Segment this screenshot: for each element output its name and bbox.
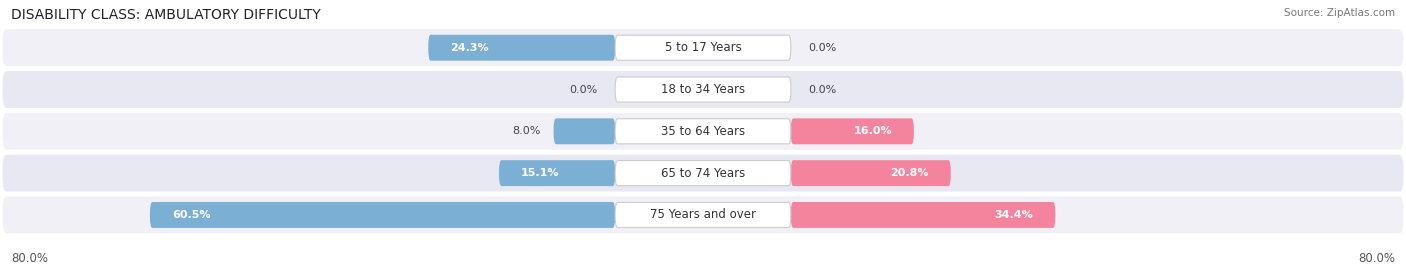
Text: 8.0%: 8.0% [512,126,540,136]
Text: 65 to 74 Years: 65 to 74 Years [661,167,745,180]
Text: 20.8%: 20.8% [890,168,929,178]
FancyBboxPatch shape [616,119,790,144]
FancyBboxPatch shape [499,160,616,186]
FancyBboxPatch shape [790,202,1056,228]
Text: 18 to 34 Years: 18 to 34 Years [661,83,745,96]
FancyBboxPatch shape [616,77,790,102]
FancyBboxPatch shape [3,196,1403,233]
Text: DISABILITY CLASS: AMBULATORY DIFFICULTY: DISABILITY CLASS: AMBULATORY DIFFICULTY [11,8,321,22]
FancyBboxPatch shape [616,35,790,60]
FancyBboxPatch shape [790,118,914,144]
Text: 0.0%: 0.0% [808,43,837,53]
Text: 0.0%: 0.0% [808,84,837,95]
Text: 16.0%: 16.0% [853,126,891,136]
FancyBboxPatch shape [554,118,616,144]
FancyBboxPatch shape [616,202,790,228]
Text: 15.1%: 15.1% [522,168,560,178]
FancyBboxPatch shape [790,160,950,186]
FancyBboxPatch shape [429,35,616,61]
Text: 5 to 17 Years: 5 to 17 Years [665,41,741,54]
Text: Source: ZipAtlas.com: Source: ZipAtlas.com [1284,8,1395,18]
FancyBboxPatch shape [150,202,616,228]
FancyBboxPatch shape [616,161,790,186]
Text: 35 to 64 Years: 35 to 64 Years [661,125,745,138]
FancyBboxPatch shape [3,71,1403,108]
FancyBboxPatch shape [3,155,1403,192]
FancyBboxPatch shape [3,113,1403,150]
Text: 34.4%: 34.4% [994,210,1033,220]
Text: 80.0%: 80.0% [1358,252,1395,265]
FancyBboxPatch shape [3,29,1403,66]
Text: 75 Years and over: 75 Years and over [650,209,756,221]
Text: 60.5%: 60.5% [172,210,211,220]
Text: 24.3%: 24.3% [450,43,489,53]
Text: 0.0%: 0.0% [569,84,598,95]
Text: 80.0%: 80.0% [11,252,48,265]
